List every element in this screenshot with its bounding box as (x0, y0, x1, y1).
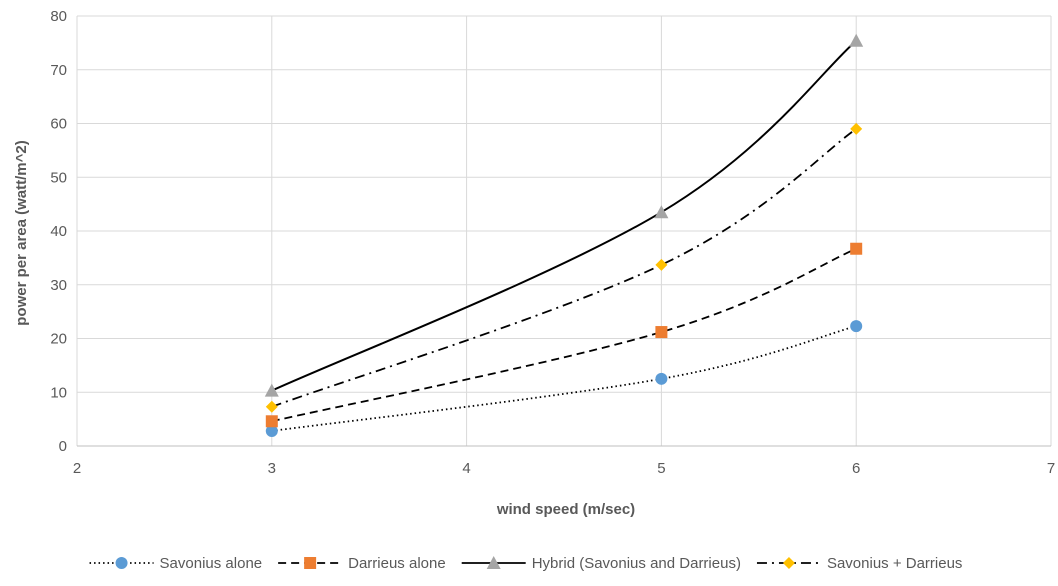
legend-item: Darrieus alone (278, 555, 446, 572)
x-tick-label: 2 (73, 460, 81, 477)
x-axis-label: wind speed (m/sec) (496, 501, 635, 518)
y-axis-label: power per area (watt/m^2) (13, 140, 30, 325)
y-tick-label: 60 (50, 116, 67, 133)
legend: Savonius alone Darrieus alone Hybrid (Savo… (89, 555, 962, 572)
data-point-square (850, 242, 863, 255)
legend-label: Hybrid (Savonius and Darrieus) (532, 555, 741, 572)
y-tick-label: 30 (50, 277, 67, 294)
legend-marker-diamond (782, 557, 795, 569)
series-line-3 (271, 39, 857, 392)
y-tick-label: 80 (50, 8, 67, 25)
data-point-triangle (264, 383, 279, 397)
data-point-diamond (655, 258, 668, 271)
y-tick-label: 70 (50, 62, 67, 79)
series-line-1 (271, 325, 857, 432)
y-tick-label: 0 (59, 438, 67, 455)
data-point-diamond (850, 122, 863, 135)
data-point-circle (265, 424, 278, 437)
legend-marker-circle (115, 557, 128, 569)
data-point-circle (850, 320, 863, 333)
data-point-diamond (265, 400, 278, 413)
x-tick-label: 4 (462, 460, 470, 477)
legend-label: Savonius + Darrieus (827, 555, 962, 572)
grid-layer (76, 15, 1052, 447)
marker-layer (264, 33, 864, 437)
x-tick-label: 3 (268, 460, 276, 477)
axis-layer: 0 10 20 30 40 50 60 70 80 2 3 4 5 6 7 (50, 8, 1055, 477)
series-line-4 (271, 128, 857, 408)
data-point-square (655, 326, 668, 339)
data-point-circle (655, 372, 668, 385)
data-point-square (265, 415, 278, 428)
legend-marker-triangle (486, 556, 501, 569)
y-tick-label: 10 (50, 384, 67, 401)
y-tick-label: 50 (50, 169, 67, 186)
series-layer (271, 39, 857, 432)
x-tick-label: 6 (852, 460, 860, 477)
legend-label: Savonius alone (160, 555, 263, 572)
y-tick-label: 40 (50, 223, 67, 240)
y-tick-label: 20 (50, 331, 67, 348)
series-line-2 (271, 247, 857, 423)
legend-marker-square (304, 557, 317, 569)
legend-item: Savonius + Darrieus (756, 555, 962, 572)
legend-label: Darrieus alone (348, 555, 446, 572)
x-tick-label: 5 (657, 460, 665, 477)
x-tick-label: 7 (1047, 460, 1055, 477)
legend-item: Savonius alone (89, 555, 263, 572)
legend-item: Hybrid (Savonius and Darrieus) (461, 555, 741, 572)
data-point-triangle (849, 33, 864, 47)
data-point-triangle (654, 205, 669, 219)
